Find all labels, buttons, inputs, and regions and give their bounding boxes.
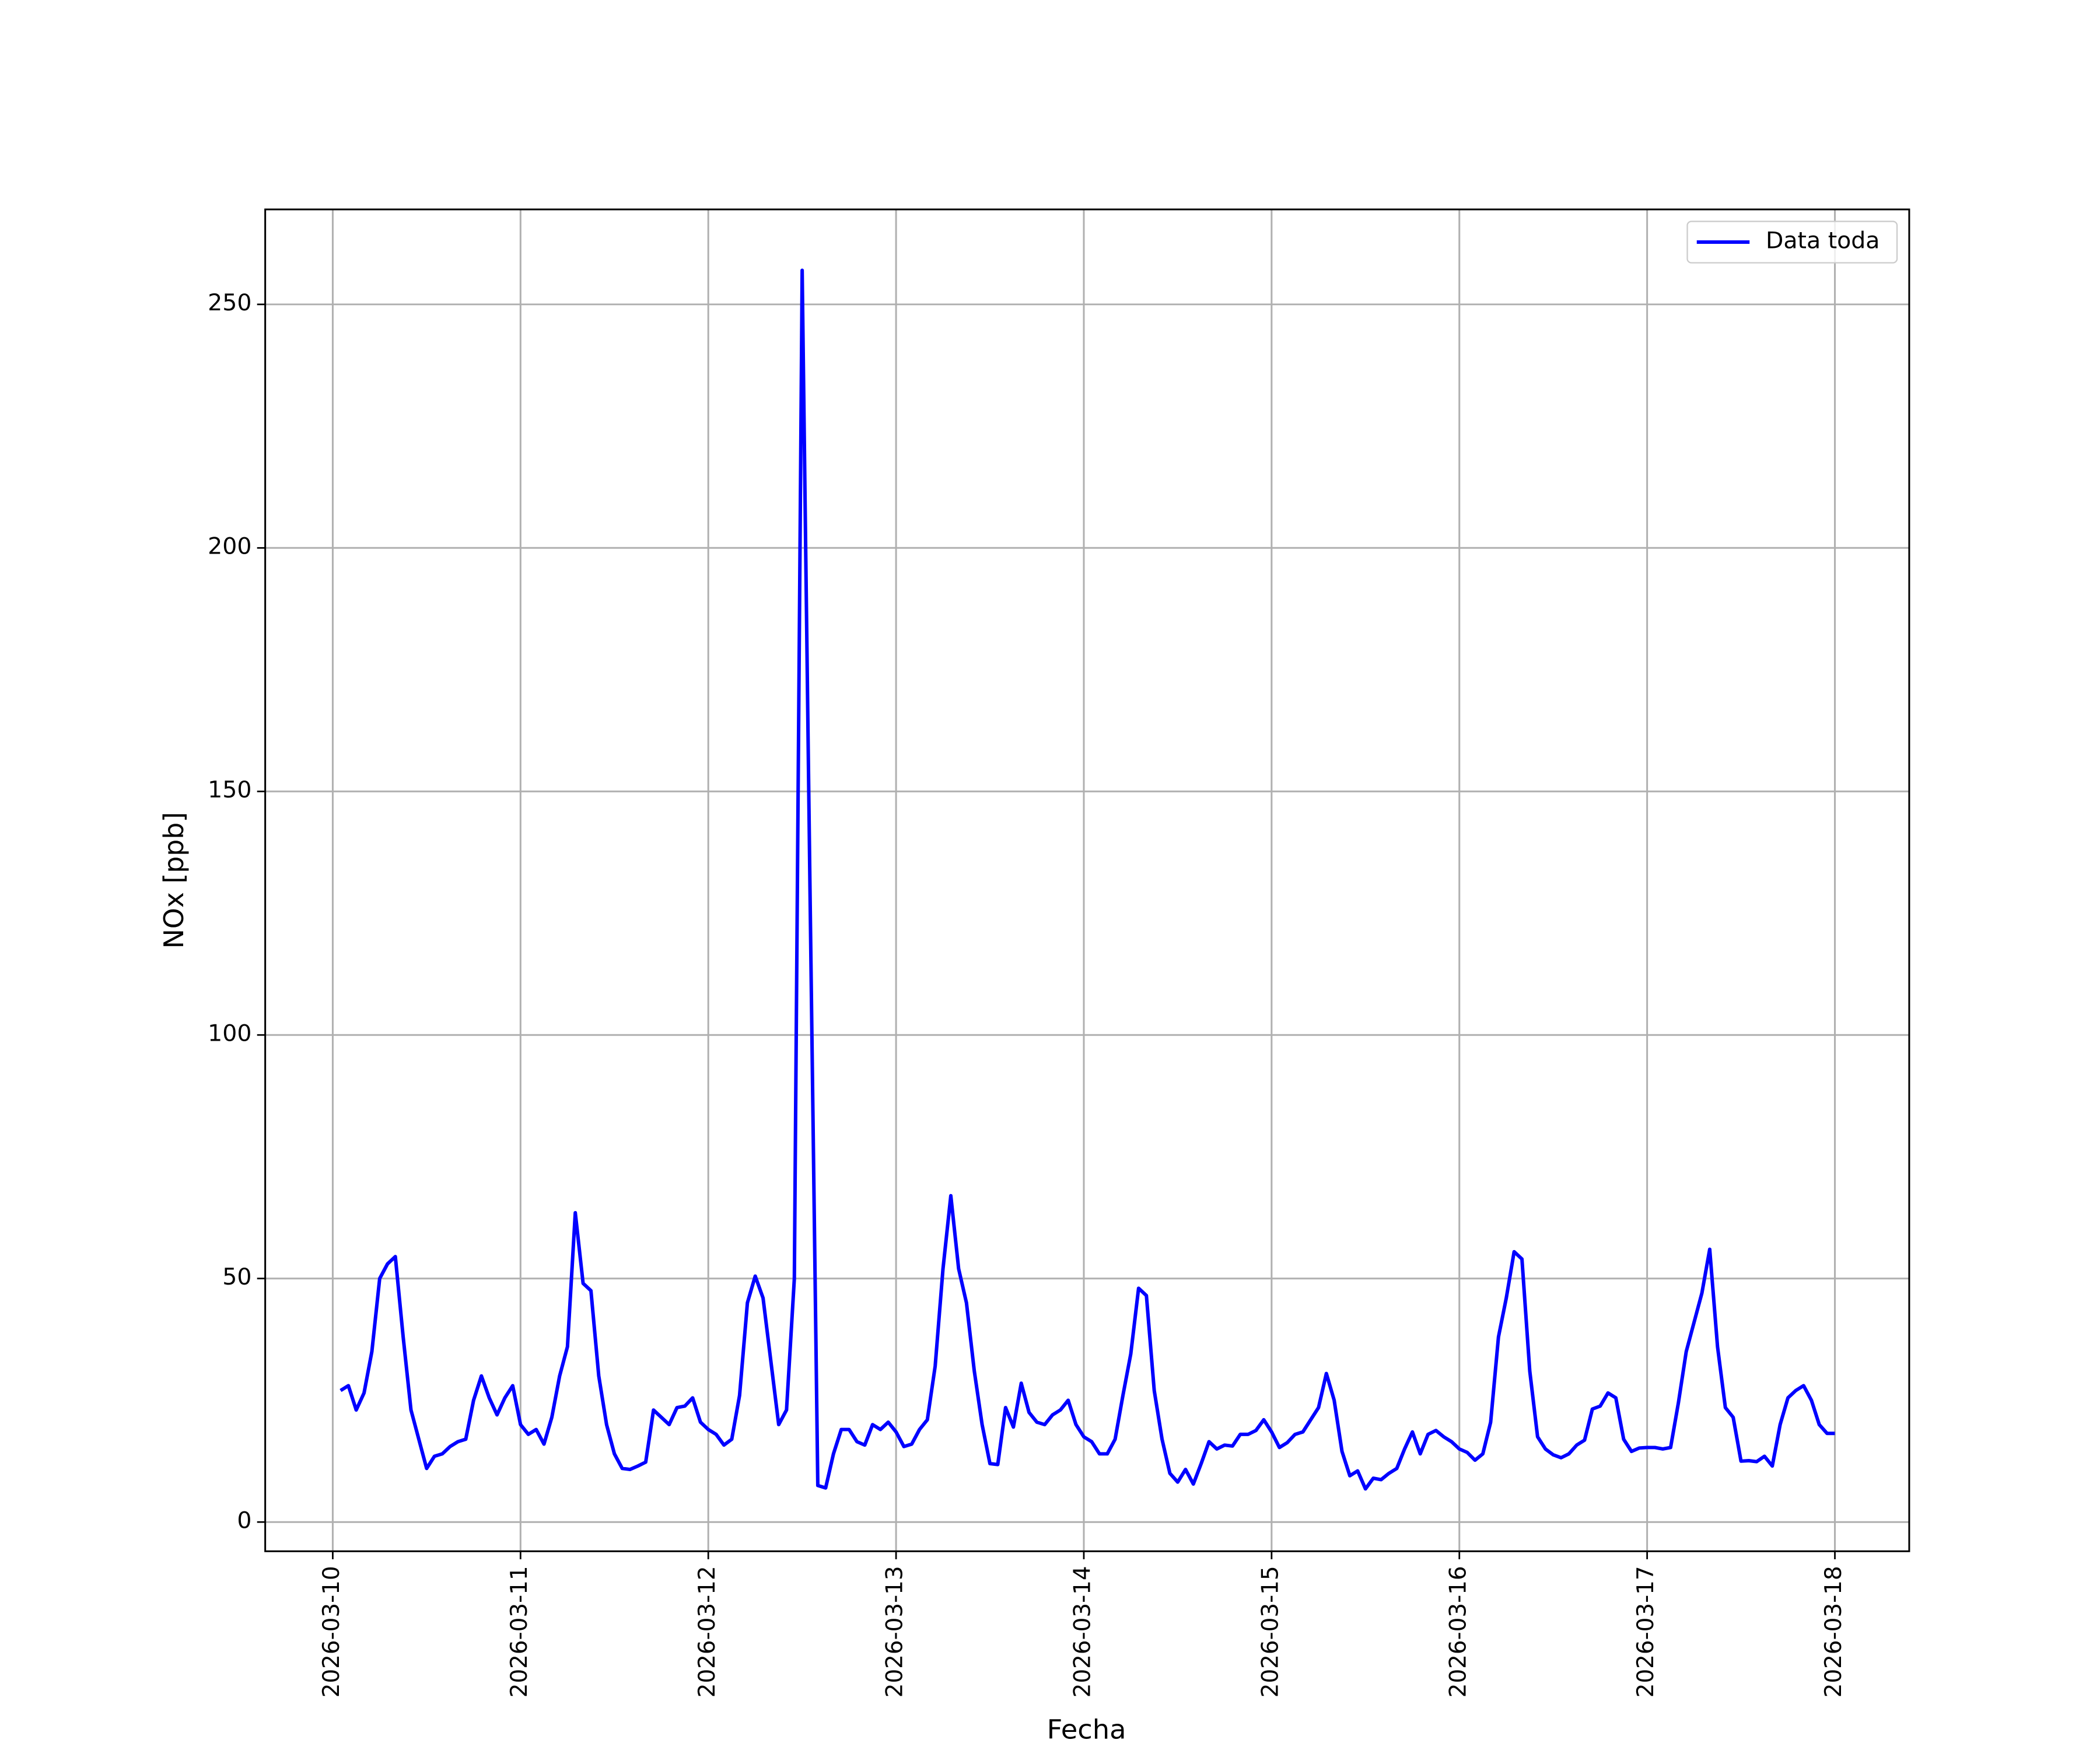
x-tick-label: 2026-03-17 bbox=[1633, 1566, 1659, 1698]
x-tick-label: 2026-03-13 bbox=[881, 1566, 908, 1698]
x-tick-label: 2026-03-12 bbox=[694, 1566, 720, 1698]
y-tick-label: 250 bbox=[208, 290, 251, 316]
y-tick-label: 0 bbox=[237, 1508, 251, 1534]
grid bbox=[265, 209, 1909, 1552]
x-tick-label: 2026-03-15 bbox=[1257, 1566, 1283, 1698]
x-tick-label: 2026-03-10 bbox=[318, 1566, 345, 1698]
y-tick-label: 200 bbox=[208, 534, 251, 560]
data-line bbox=[340, 268, 1835, 1491]
x-tick-label: 2026-03-18 bbox=[1821, 1566, 1847, 1698]
y-tick-label: 100 bbox=[208, 1021, 251, 1047]
x-tick-label: 2026-03-14 bbox=[1069, 1566, 1096, 1698]
legend-label: Data toda bbox=[1766, 228, 1880, 254]
y-tick-label: 150 bbox=[208, 777, 251, 803]
legend-box bbox=[1686, 220, 1898, 264]
legend: Data toda bbox=[1686, 220, 1898, 264]
x-tick-label: 2026-03-16 bbox=[1445, 1566, 1471, 1698]
y-tick-label: 50 bbox=[222, 1264, 251, 1290]
plot-area bbox=[340, 268, 1835, 1491]
x-axis-label: Fecha bbox=[1047, 1714, 1126, 1745]
ticks: 0 50 100 150 200 250 2026-03-10 2026-03-11 2026-… bbox=[208, 290, 1847, 1698]
axes-frame bbox=[264, 208, 1910, 1552]
x-tick-label: 2026-03-11 bbox=[506, 1566, 533, 1698]
y-axis-label: NOx [ppb] bbox=[158, 812, 190, 949]
